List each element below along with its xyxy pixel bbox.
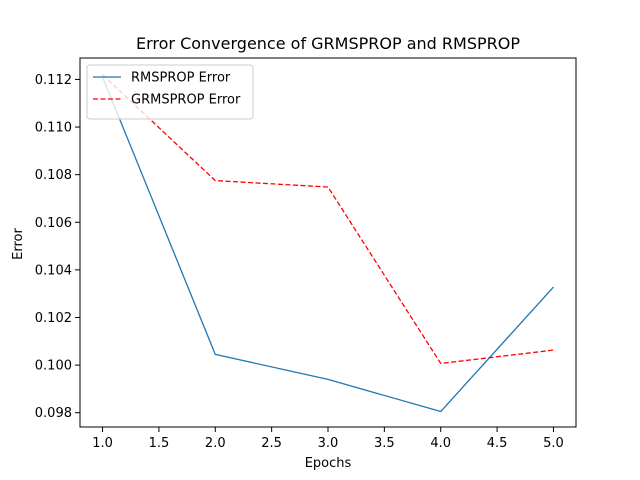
y-tick-label-0: 0.098 — [35, 406, 72, 421]
x-tick-label-8: 5.0 — [543, 436, 564, 451]
axes-frame — [79, 57, 577, 428]
legend-label-0: RMSPROP Error — [131, 71, 231, 86]
series-line-1 — [102, 74, 554, 365]
legend: RMSPROP Error GRMSPROP Error — [86, 64, 254, 120]
x-tick-label-4: 3.0 — [318, 436, 339, 451]
x-tick-label-5: 3.5 — [374, 436, 395, 451]
axes: 1.0 1.5 2.0 2.5 3.0 3.5 4.0 4.5 5.0 0.098 0.100 0.1… — [35, 57, 577, 451]
x-tick-label-0: 1.0 — [92, 436, 113, 451]
chart-title: Error Convergence of GRMSPROP and RMSPRO… — [136, 34, 520, 53]
x-tick-label-3: 2.5 — [261, 436, 282, 451]
y-tick-label-1: 0.100 — [35, 359, 72, 374]
legend-label-1: GRMSPROP Error — [131, 93, 241, 108]
x-tick-label-1: 1.5 — [149, 436, 170, 451]
y-tick-label-3: 0.104 — [35, 263, 72, 278]
legend-box — [86, 64, 254, 120]
y-tick-label-7: 0.112 — [35, 73, 72, 88]
x-tick-label-6: 4.0 — [430, 436, 451, 451]
x-tick-label-7: 4.5 — [487, 436, 508, 451]
x-axis-label: Epochs — [305, 456, 352, 471]
x-tick-label-2: 2.0 — [205, 436, 226, 451]
y-tick-label-6: 0.110 — [35, 121, 72, 136]
y-tick-label-2: 0.102 — [35, 311, 72, 326]
y-tick-label-5: 0.108 — [35, 168, 72, 183]
y-axis-label: Error — [11, 228, 26, 260]
y-tick-label-4: 0.106 — [35, 216, 72, 231]
